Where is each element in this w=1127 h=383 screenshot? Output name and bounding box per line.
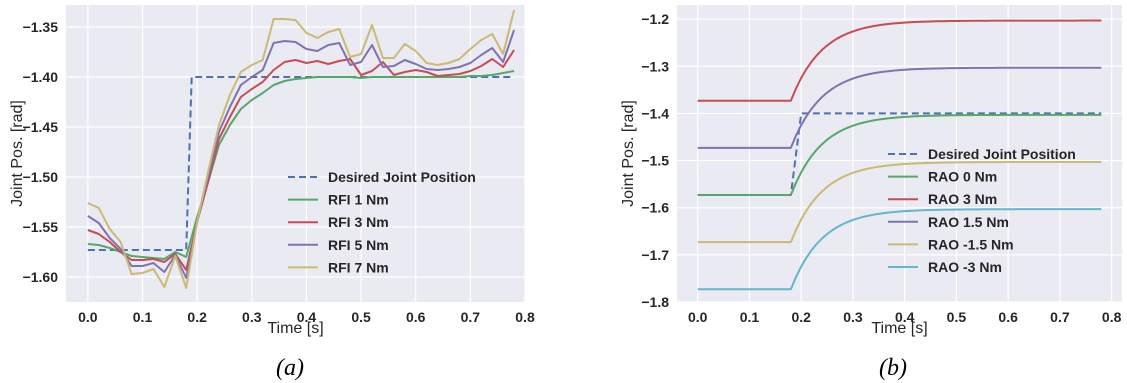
y-tick-label: −1.5 bbox=[641, 153, 669, 169]
legend-label: RFI 7 Nm bbox=[328, 259, 389, 275]
y-tick-label: −1.7 bbox=[641, 247, 669, 263]
series-line-rfi-3-nm bbox=[87, 49, 515, 271]
y-tick-label: −1.4 bbox=[641, 105, 669, 121]
x-tick-label: 0.2 bbox=[187, 309, 207, 325]
x-tick-label: 0.1 bbox=[740, 309, 760, 325]
chart-caption: (a) bbox=[276, 355, 304, 381]
x-tick-label: 0.5 bbox=[947, 309, 967, 325]
series-line-rfi-5-nm bbox=[87, 29, 516, 279]
x-tick-label: 0.3 bbox=[843, 309, 863, 325]
x-axis-label: Time [s] bbox=[267, 320, 323, 337]
legend-label: Desired Joint Position bbox=[328, 169, 476, 185]
x-axis-label: Time [s] bbox=[871, 320, 927, 337]
y-tick-label: −1.2 bbox=[641, 11, 669, 27]
x-tick-label: 0.0 bbox=[688, 309, 708, 325]
x-tick-label: 0.7 bbox=[1050, 309, 1070, 325]
x-tick-label: 0.8 bbox=[515, 309, 535, 325]
x-tick-label: 0.6 bbox=[406, 309, 426, 325]
y-tick-label: −1.6 bbox=[641, 200, 669, 216]
legend: Desired Joint Position RFI 1 Nm RFI 3 Nm RF… bbox=[288, 169, 476, 275]
x-tick-label: 0.5 bbox=[351, 309, 371, 325]
series-line-rfi-7-nm bbox=[87, 9, 516, 289]
legend-label: RAO 0 Nm bbox=[928, 169, 997, 185]
legend-label: Desired Joint Position bbox=[928, 146, 1076, 162]
y-tick-label: −1.40 bbox=[23, 69, 59, 85]
legend-label: RAO 1.5 Nm bbox=[928, 214, 1009, 230]
x-tick-label: 0.8 bbox=[1102, 309, 1122, 325]
series-line-rao-1-5-nm bbox=[697, 66, 1102, 149]
series-line-rao-0-nm bbox=[697, 113, 1102, 196]
y-axis-label: Joint Pos. [rad] bbox=[9, 100, 26, 207]
chart-caption: (b) bbox=[879, 355, 907, 381]
legend-label: RAO 3 Nm bbox=[928, 191, 997, 207]
y-tick-label: −1.45 bbox=[23, 119, 59, 135]
series-line-rfi-1-nm bbox=[87, 70, 515, 260]
legend-label: RFI 3 Nm bbox=[328, 214, 389, 230]
x-tick-label: 0.3 bbox=[242, 309, 262, 325]
chart-a: −1.35 −1.40 −1.45 −1.50 −1.55 −1.60 0.0 0.1 0.2 0… bbox=[9, 5, 535, 381]
x-tick-label: 0.4 bbox=[297, 309, 317, 325]
x-tick-label: 0.1 bbox=[133, 309, 153, 325]
x-tick-label: 0.2 bbox=[791, 309, 811, 325]
y-tick-label: −1.35 bbox=[23, 19, 59, 35]
y-axis-label: Joint Pos. [rad] bbox=[620, 100, 637, 207]
series-line-rao-3-nm bbox=[697, 19, 1102, 102]
series-line-rao-3-nm bbox=[697, 208, 1102, 291]
x-tick-label: 0.7 bbox=[461, 309, 481, 325]
x-tick-label: 0.6 bbox=[998, 309, 1018, 325]
legend: Desired Joint Position RAO 0 Nm RAO 3 Nm RA… bbox=[888, 146, 1076, 275]
series-line-rao-1-5-nm bbox=[697, 160, 1102, 244]
legend-label: RFI 1 Nm bbox=[328, 192, 389, 208]
legend-label: RAO -1.5 Nm bbox=[928, 236, 1014, 252]
chart-b: −1.2 −1.3 −1.4 −1.5 −1.6 −1.7 −1.8 0.0 0.1 0.2 0.3… bbox=[620, 5, 1122, 381]
y-tick-label: −1.50 bbox=[23, 169, 59, 185]
y-tick-label: −1.8 bbox=[641, 294, 669, 310]
legend-label: RFI 5 Nm bbox=[328, 237, 389, 253]
x-tick-label: 0.4 bbox=[895, 309, 915, 325]
y-tick-label: −1.55 bbox=[23, 219, 59, 235]
legend-label: RAO -3 Nm bbox=[928, 259, 1002, 275]
x-tick-label: 0.0 bbox=[78, 309, 98, 325]
y-tick-label: −1.3 bbox=[641, 58, 669, 74]
plot-area bbox=[66, 5, 525, 302]
y-tick-label: −1.60 bbox=[23, 269, 59, 285]
